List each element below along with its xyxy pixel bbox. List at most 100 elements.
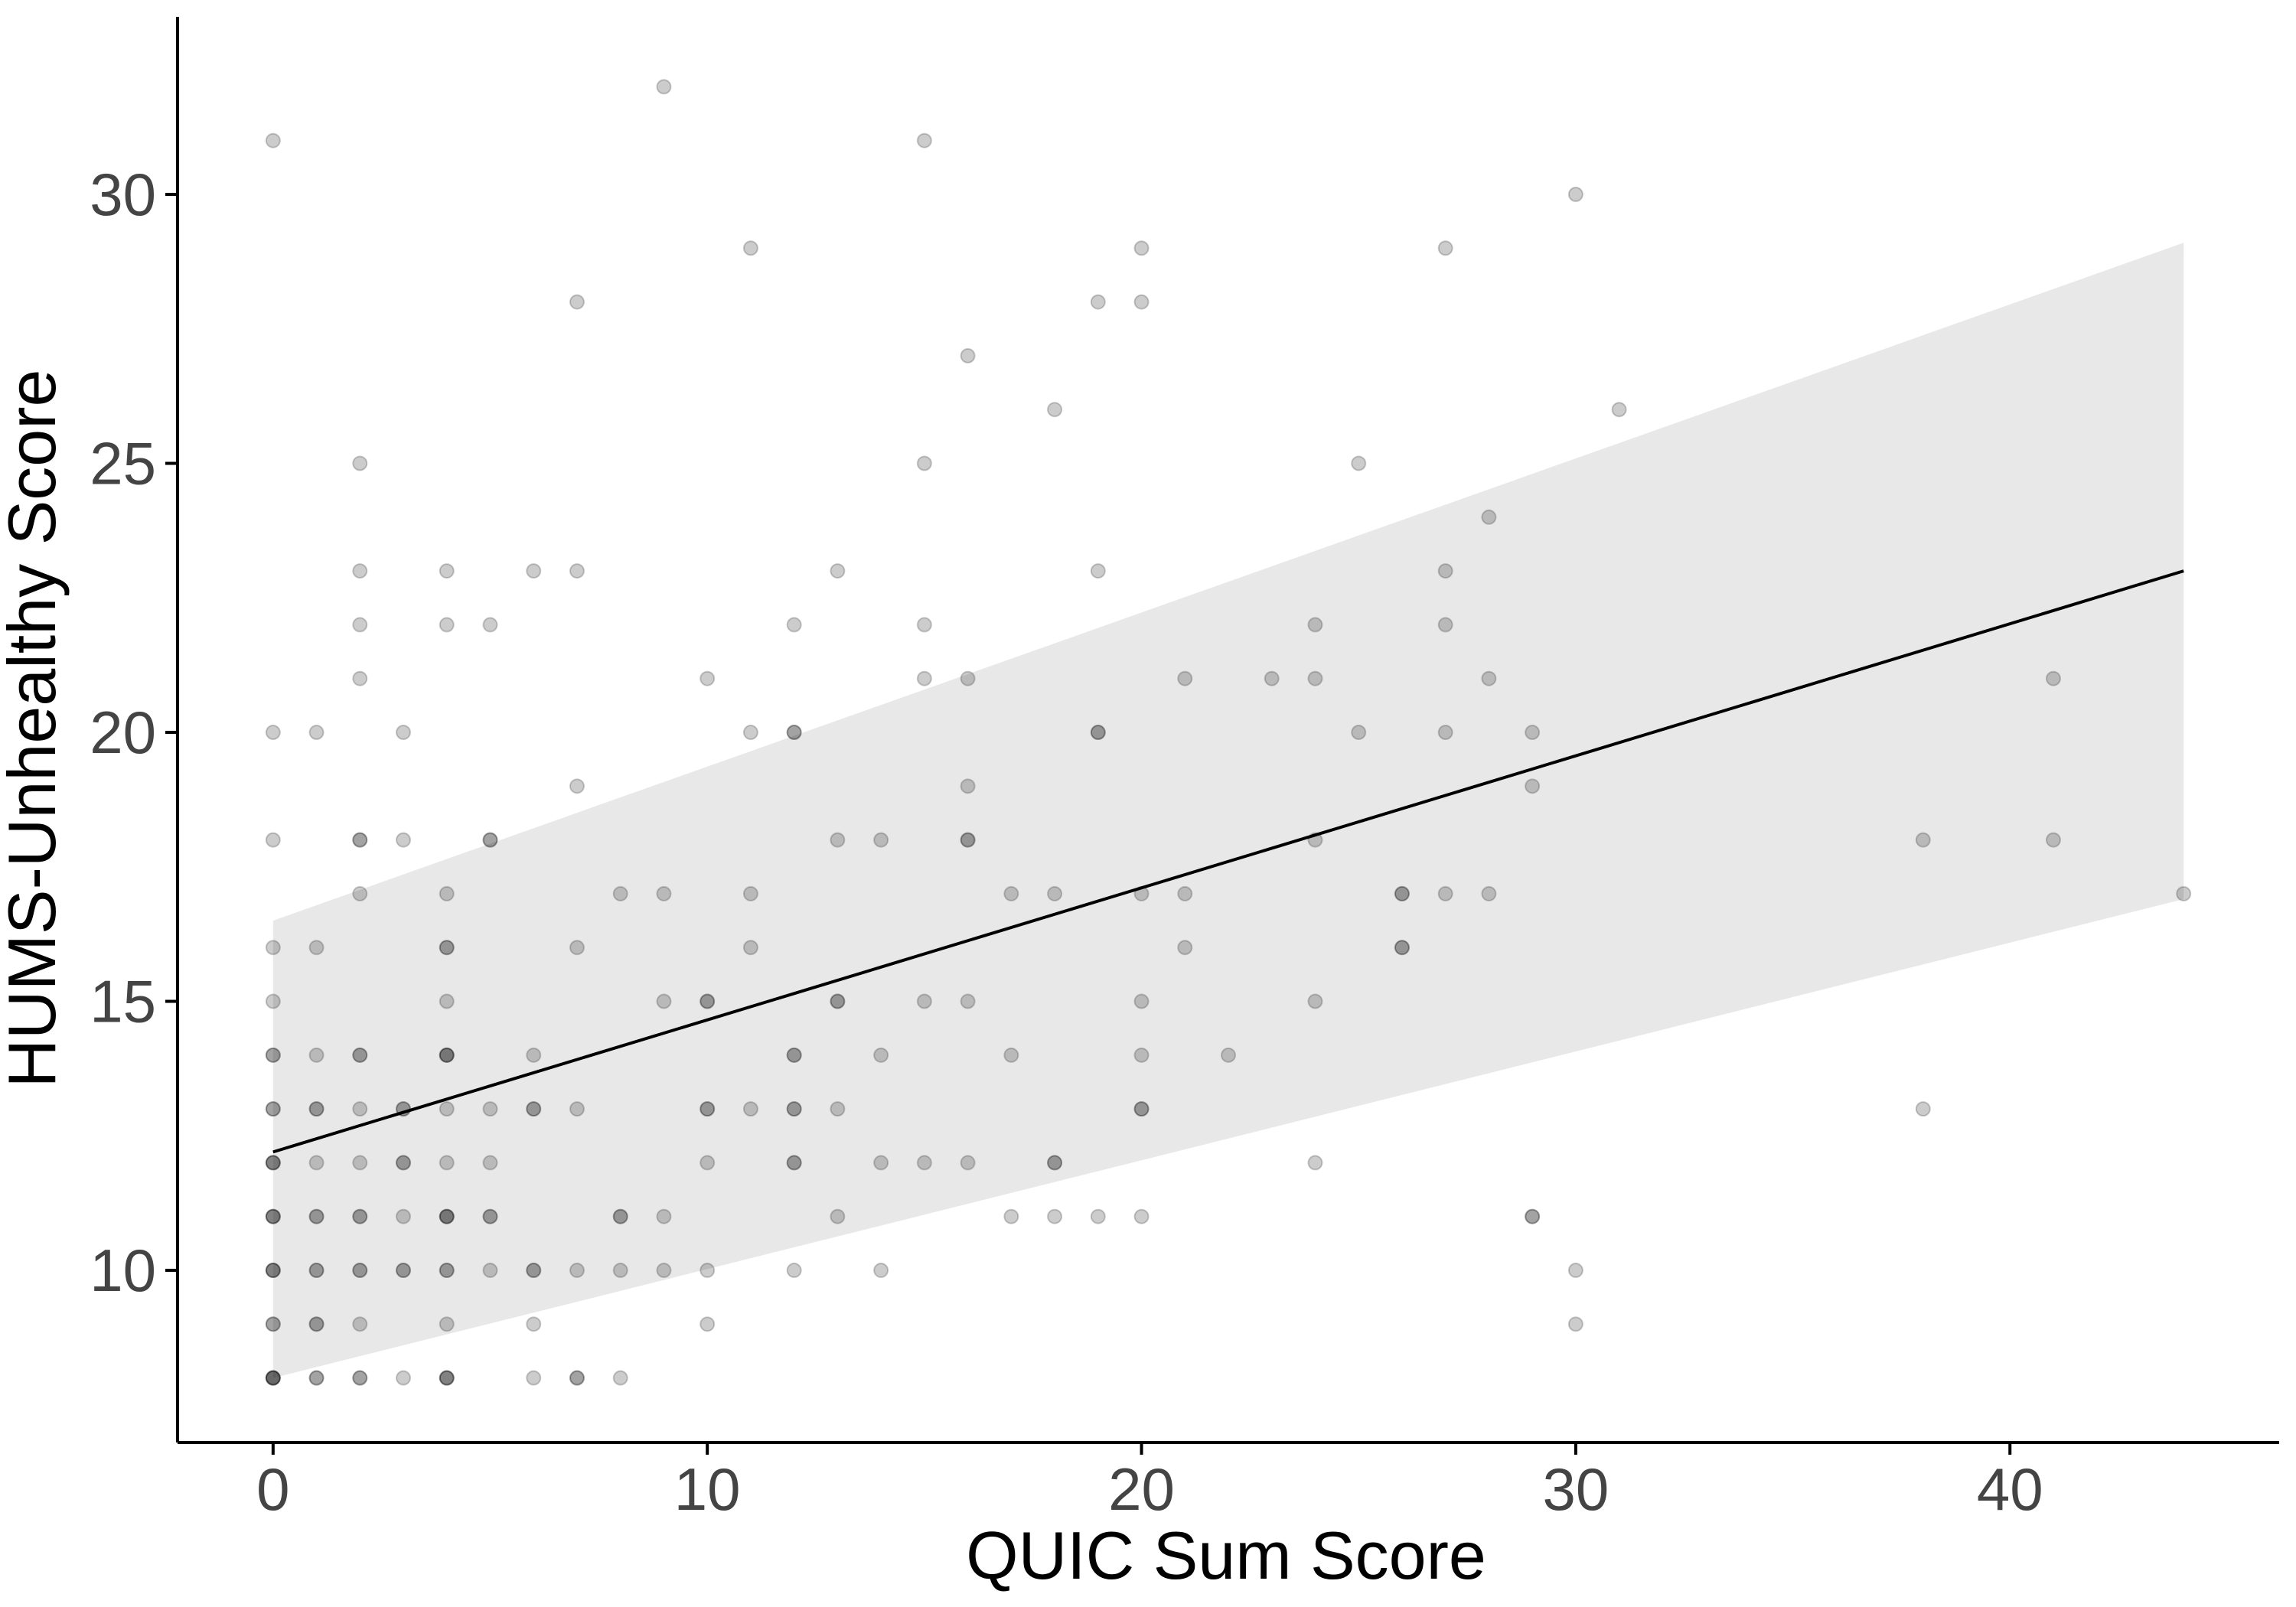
data-point xyxy=(352,1208,368,1224)
data-point xyxy=(1567,1263,1583,1279)
data-point xyxy=(526,1370,542,1386)
fit-line-layer xyxy=(272,569,2184,1154)
data-point xyxy=(1525,1208,1541,1224)
data-point xyxy=(396,725,412,741)
data-point xyxy=(830,832,846,848)
data-point xyxy=(352,1047,368,1063)
data-point xyxy=(1177,885,1193,901)
data-point xyxy=(873,1263,889,1279)
data-point xyxy=(439,1101,455,1117)
data-point xyxy=(265,1370,281,1386)
data-point xyxy=(352,617,368,633)
data-point xyxy=(612,1263,628,1279)
data-point xyxy=(526,1263,542,1279)
data-point xyxy=(439,885,455,901)
y-tick-label: 20 xyxy=(90,699,156,766)
data-point xyxy=(1611,402,1627,418)
data-point xyxy=(916,132,932,148)
data-point xyxy=(308,1370,325,1386)
confidence-band xyxy=(272,243,2184,1378)
data-point xyxy=(1133,1047,1150,1063)
data-point xyxy=(1090,563,1106,579)
data-point xyxy=(569,563,585,579)
data-point xyxy=(960,1155,976,1171)
data-point xyxy=(265,1155,281,1171)
data-point xyxy=(1047,885,1063,901)
data-point xyxy=(308,1263,325,1279)
data-point xyxy=(265,1101,281,1117)
x-tick-label: 0 xyxy=(256,1455,289,1523)
data-point xyxy=(873,832,889,848)
data-point xyxy=(526,1101,542,1117)
data-point xyxy=(1525,725,1541,741)
data-point xyxy=(786,1101,802,1117)
data-point xyxy=(439,1208,455,1224)
data-point xyxy=(352,563,368,579)
data-point xyxy=(1481,509,1497,525)
data-point xyxy=(265,1101,281,1117)
data-point xyxy=(439,1208,455,1224)
x-tick-label: 30 xyxy=(1543,1455,1609,1523)
data-point xyxy=(265,1263,281,1279)
data-point xyxy=(265,1263,281,1279)
data-point xyxy=(960,832,976,848)
data-point xyxy=(656,993,672,1009)
data-point xyxy=(482,617,498,633)
data-point xyxy=(1177,940,1193,956)
data-point xyxy=(569,1370,585,1386)
data-point xyxy=(569,940,585,956)
data-point xyxy=(482,1208,498,1224)
data-point xyxy=(265,1047,281,1063)
data-point xyxy=(612,1208,628,1224)
data-point xyxy=(916,617,932,633)
data-point xyxy=(1437,240,1453,256)
data-point xyxy=(482,1101,498,1117)
data-point xyxy=(526,1047,542,1063)
data-point xyxy=(265,1370,281,1386)
data-point xyxy=(916,993,932,1009)
data-point xyxy=(1264,670,1280,686)
data-point xyxy=(786,1155,802,1171)
data-point xyxy=(308,1047,325,1063)
data-point xyxy=(1481,670,1497,686)
data-point xyxy=(308,940,325,956)
y-tick-label: 10 xyxy=(90,1237,156,1304)
data-point xyxy=(308,1370,325,1386)
data-point xyxy=(786,1263,802,1279)
data-point xyxy=(1090,725,1106,741)
data-point xyxy=(2176,885,2192,901)
data-point xyxy=(265,1208,281,1224)
data-point xyxy=(352,1316,368,1332)
data-point xyxy=(1394,885,1410,901)
data-point xyxy=(873,1047,889,1063)
data-point xyxy=(482,832,498,848)
data-point xyxy=(396,1263,412,1279)
points-layer xyxy=(265,79,2192,1386)
y-tick-label: 15 xyxy=(90,968,156,1035)
data-point xyxy=(830,1208,846,1224)
data-point xyxy=(265,1316,281,1332)
axes-layer: 0 10 20 30 40 10 15 20 25 30 xyxy=(90,17,2279,1523)
data-point xyxy=(1525,1208,1541,1224)
data-point xyxy=(1307,617,1323,633)
data-point xyxy=(830,993,846,1009)
data-point xyxy=(265,1263,281,1279)
data-point xyxy=(569,1263,585,1279)
data-point xyxy=(1307,1155,1323,1171)
data-point xyxy=(656,1208,672,1224)
data-point xyxy=(526,1316,542,1332)
data-point xyxy=(960,993,976,1009)
data-point xyxy=(742,725,758,741)
data-point xyxy=(1133,1208,1150,1224)
data-point xyxy=(439,1370,455,1386)
data-point xyxy=(308,1316,325,1332)
data-point xyxy=(1221,1047,1236,1063)
data-point xyxy=(396,1155,412,1171)
data-point xyxy=(700,1101,716,1117)
data-point xyxy=(700,1316,716,1332)
data-point xyxy=(308,1316,325,1332)
data-point xyxy=(1394,940,1410,956)
data-point xyxy=(1567,1316,1583,1332)
data-point xyxy=(352,1370,368,1386)
data-point xyxy=(1351,455,1367,471)
